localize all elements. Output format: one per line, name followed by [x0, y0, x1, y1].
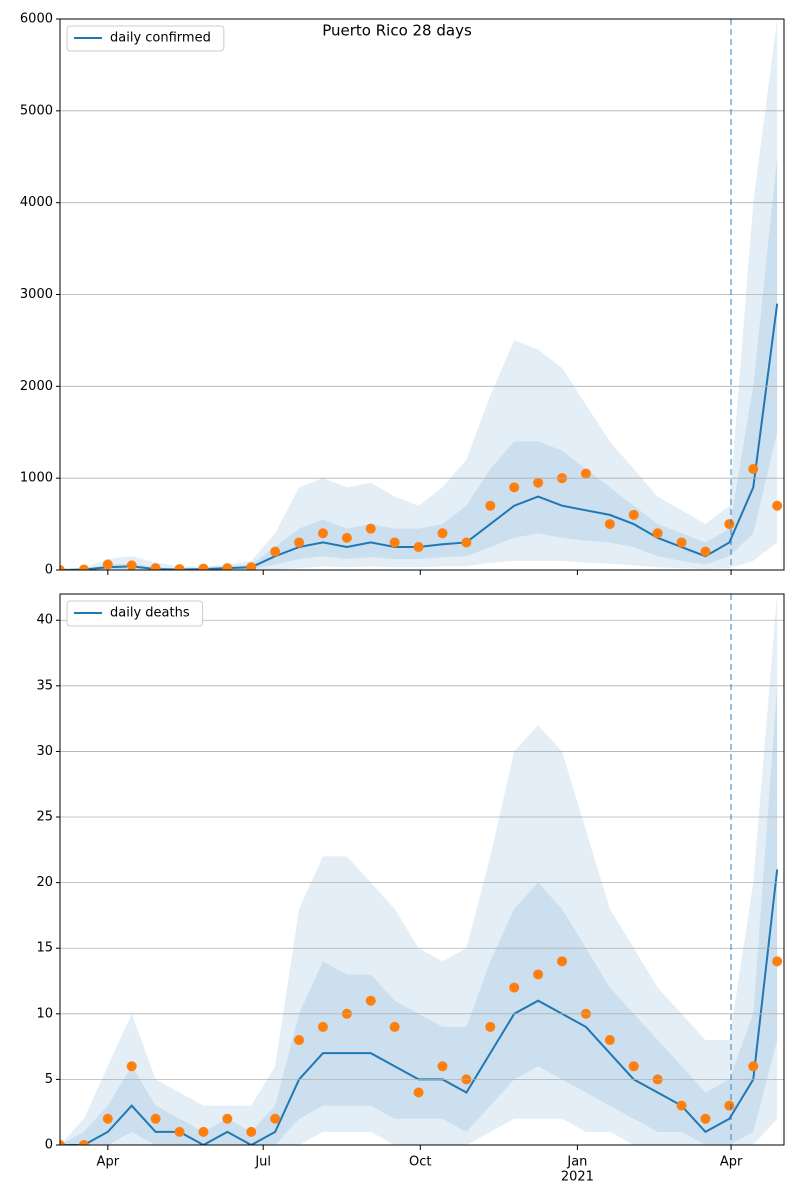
observed-point: [78, 564, 89, 570]
observed-point: [772, 956, 783, 967]
observed-point: [60, 1140, 65, 1145]
observed-point: [628, 509, 639, 520]
observed-point: [580, 468, 591, 479]
legend-label: daily confirmed: [110, 31, 211, 46]
y-tick-label: 15: [36, 941, 53, 956]
observed-point: [126, 560, 137, 570]
x-tick-label: Jul: [254, 1155, 271, 1170]
band: [60, 685, 778, 1145]
observed-point: [102, 559, 113, 570]
observed-point: [198, 563, 209, 570]
observed-point: [389, 537, 400, 548]
band: [60, 594, 778, 1145]
observed-point: [294, 1035, 305, 1046]
observed-point: [700, 1113, 711, 1124]
chart-title: Puerto Rico 28 days: [322, 22, 472, 40]
observed-point: [246, 562, 257, 570]
y-tick-label: 10: [36, 1006, 53, 1021]
observed-point: [413, 1087, 424, 1098]
observed-point: [341, 532, 352, 543]
observed-point: [485, 500, 496, 511]
y-tick-label: 5: [45, 1072, 53, 1087]
y-tick-label: 4000: [20, 195, 53, 210]
observed-point: [222, 563, 233, 570]
y-tick-label: 3000: [20, 287, 53, 302]
observed-point: [60, 565, 65, 570]
observed-point: [102, 1113, 113, 1124]
observed-point: [270, 1113, 281, 1124]
axes-frame: [59, 18, 785, 571]
observed-point: [676, 1100, 687, 1111]
observed-point: [413, 542, 424, 553]
axes-frame: [59, 593, 785, 1146]
observed-point: [748, 463, 759, 474]
observed-point: [246, 1126, 257, 1137]
x-tick-label: Oct: [409, 1155, 431, 1170]
x-tick-label: Jan: [566, 1155, 587, 1170]
y-tick-label: 35: [36, 678, 53, 693]
observed-point: [317, 528, 328, 539]
observed-point: [294, 537, 305, 548]
observed-point: [485, 1021, 496, 1032]
y-tick-label: 0: [45, 1138, 53, 1153]
x-tick-sublabel: 2021: [561, 1170, 594, 1185]
observed-point: [437, 528, 448, 539]
observed-point: [126, 1061, 137, 1072]
observed-point: [533, 969, 544, 980]
observed-point: [509, 482, 520, 493]
observed-point: [772, 500, 783, 511]
observed-point: [604, 519, 615, 530]
observed-point: [604, 1035, 615, 1046]
observed-point: [628, 1061, 639, 1072]
observed-point: [198, 1126, 209, 1137]
x-tick-label: Apr: [720, 1155, 743, 1170]
y-tick-label: 25: [36, 810, 53, 825]
legend-box: [66, 600, 204, 627]
observed-point: [724, 1100, 735, 1111]
observed-point: [317, 1021, 328, 1032]
observed-point: [652, 528, 663, 539]
y-tick-label: 6000: [20, 12, 53, 27]
observed-point: [724, 519, 735, 530]
plot: [60, 594, 783, 1145]
observed-point: [174, 564, 185, 570]
y-tick-label: 30: [36, 744, 53, 759]
observed-point: [557, 956, 568, 967]
y-tick-label: 40: [36, 613, 53, 628]
y-tick-label: 5000: [20, 103, 53, 118]
y-tick-label: 0: [45, 563, 53, 578]
observed-point: [150, 1113, 161, 1124]
legend-box: [66, 25, 225, 52]
band: [60, 19, 778, 570]
observed-point: [509, 982, 520, 993]
observed-point: [676, 537, 687, 548]
observed-point: [222, 1113, 233, 1124]
observed-point: [748, 1061, 759, 1072]
observed-point: [150, 563, 161, 570]
observed-point: [533, 477, 544, 488]
observed-point: [461, 537, 472, 548]
observed-point: [437, 1061, 448, 1072]
observed-point: [78, 1140, 89, 1145]
y-tick-label: 20: [36, 875, 53, 890]
observed-point: [700, 546, 711, 557]
observed-point: [270, 546, 281, 557]
observed-point: [389, 1021, 400, 1032]
y-tick-label: 1000: [20, 471, 53, 486]
observed-point: [174, 1126, 185, 1137]
observed-point: [365, 995, 376, 1006]
plot: [60, 19, 783, 570]
y-tick-label: 2000: [20, 379, 53, 394]
legend-label: daily deaths: [110, 606, 190, 621]
x-tick-label: Apr: [97, 1155, 120, 1170]
observed-point: [365, 523, 376, 534]
